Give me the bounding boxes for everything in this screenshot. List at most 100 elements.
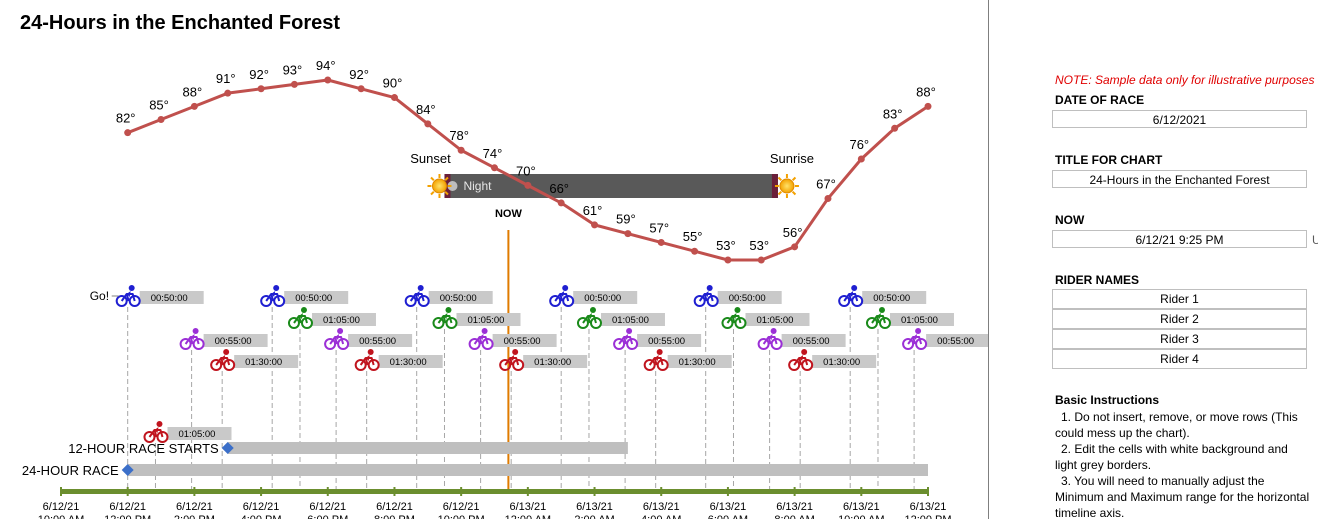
bike-icon	[404, 285, 430, 307]
temperature-point	[724, 256, 732, 264]
rider-name-cell-1[interactable]: Rider 1	[1052, 289, 1307, 309]
axis-tick-date: 6/13/21	[843, 501, 880, 513]
lap-duration-label: 00:50:00	[440, 293, 477, 304]
bike-icon	[287, 307, 313, 329]
lap-duration-bar	[717, 291, 782, 304]
sunset-icon	[427, 174, 452, 198]
temperature-point	[691, 247, 699, 255]
bike-icon	[613, 328, 639, 350]
lap-duration-label: 00:55:00	[937, 336, 974, 347]
lap-duration-bar	[311, 313, 376, 326]
race-bar	[227, 442, 628, 454]
lap-duration-label: 00:50:00	[584, 293, 621, 304]
axis-tick-date: 6/13/21	[910, 501, 947, 513]
axis-tick-time: 2:00 PM	[174, 514, 215, 519]
temperature-point	[390, 94, 398, 102]
lap-duration-bar	[926, 334, 988, 347]
axis-tick-date: 6/13/21	[776, 501, 813, 513]
lap-duration-label: 00:50:00	[873, 293, 910, 304]
sunset-label: Sunset	[410, 151, 451, 166]
temperature-label: 88°	[916, 84, 936, 99]
axis-tick-date: 6/12/21	[443, 501, 480, 513]
night-label: Night	[463, 179, 492, 193]
lap-duration-bar	[378, 355, 443, 368]
now-cell[interactable]: 6/12/21 9:25 PM	[1052, 230, 1307, 248]
axis-tick-date: 6/12/21	[176, 501, 213, 513]
bike-icon	[788, 349, 814, 371]
lap-duration-bar	[812, 355, 877, 368]
axis-tick-time: 10:00 PM	[438, 514, 485, 519]
temperature-label: 94°	[316, 58, 336, 73]
temperature-point	[857, 155, 865, 163]
lap-duration-bar	[167, 427, 232, 440]
temperature-label: 55°	[683, 229, 703, 244]
sunrise-label: Sunrise	[770, 151, 814, 166]
lap-duration-bar	[745, 313, 810, 326]
temperature-label: 85°	[149, 98, 169, 113]
axis-tick-date: 6/12/21	[376, 501, 413, 513]
temperature-label: 59°	[616, 212, 636, 227]
lap-duration-label: 01:05:00	[901, 315, 938, 326]
lap-duration-label: 01:30:00	[679, 357, 716, 368]
sunrise-icon	[774, 174, 799, 198]
axis-tick-date: 6/13/21	[710, 501, 747, 513]
axis-tick-date: 6/13/21	[509, 501, 546, 513]
lap-duration-label: 00:50:00	[729, 293, 766, 304]
bike-icon	[693, 285, 719, 307]
temperature-point	[791, 243, 799, 251]
bike-icon	[499, 349, 525, 371]
temperature-label: 74°	[483, 146, 503, 161]
temperature-label: 88°	[183, 84, 203, 99]
lap-duration-label: 01:30:00	[534, 357, 571, 368]
bike-icon	[576, 307, 602, 329]
axis-tick-time: 10:00 AM	[38, 514, 84, 519]
instructions: Basic Instructions 1. Do not insert, rem…	[1055, 392, 1311, 521]
temperature-point	[257, 85, 265, 93]
race-start-marker	[121, 464, 134, 476]
lap-duration-bar	[637, 334, 702, 347]
bike-icon	[210, 349, 236, 371]
bike-icon	[721, 307, 747, 329]
date-of-race-cell[interactable]: 6/12/2021	[1052, 110, 1307, 128]
lap-duration-label: 01:30:00	[390, 357, 427, 368]
lap-duration-label: 00:55:00	[359, 336, 396, 347]
instruction-item: 1. Do not insert, remove, or move rows (…	[1055, 410, 1298, 440]
temperature-label: 92°	[349, 67, 369, 82]
temperature-point	[324, 76, 332, 84]
bike-icon	[432, 307, 458, 329]
temperature-label: 61°	[583, 203, 603, 218]
temperature-label: 91°	[216, 71, 236, 86]
temperature-point	[224, 89, 232, 97]
temperature-point	[290, 80, 298, 88]
lap-duration-label: 01:05:00	[323, 315, 360, 326]
instruction-item: 3. You will need to manually adjust the …	[1055, 474, 1310, 520]
bike-icon	[643, 349, 669, 371]
temperature-label: 78°	[449, 128, 469, 143]
lap-duration-label: 00:50:00	[151, 293, 188, 304]
race-bar	[127, 464, 928, 476]
temperature-point	[491, 164, 498, 172]
lap-duration-bar	[667, 355, 732, 368]
settings-panel: NOTE: Sample data only for illustrative …	[1052, 0, 1318, 521]
axis-tick-date: 6/12/21	[43, 501, 80, 513]
race-label: 12-HOUR RACE STARTS	[68, 441, 219, 456]
temperature-label: 66°	[549, 181, 569, 196]
lap-duration-label: 00:55:00	[504, 336, 541, 347]
temperature-label: 84°	[416, 102, 436, 117]
bike-icon	[324, 328, 350, 350]
axis-tick-time: 2:00 AM	[574, 514, 614, 519]
rider-name-cell-2[interactable]: Rider 2	[1052, 309, 1307, 329]
rider-name-cell-4[interactable]: Rider 4	[1052, 349, 1307, 369]
axis-tick-date: 6/12/21	[243, 501, 280, 513]
chart-title-cell[interactable]: 24-Hours in the Enchanted Forest	[1052, 170, 1307, 188]
lap-duration-bar	[234, 355, 299, 368]
temperature-point	[357, 85, 365, 93]
lap-duration-bar	[573, 291, 638, 304]
axis-tick-time: 6:00 PM	[307, 514, 348, 519]
bike-icon	[757, 328, 783, 350]
lap-duration-bar	[781, 334, 846, 347]
race-start-marker	[221, 442, 234, 454]
rider-name-cell-3[interactable]: Rider 3	[1052, 329, 1307, 349]
temperature-label: 92°	[249, 67, 269, 82]
chart-title-label: TITLE FOR CHART	[1055, 153, 1163, 167]
